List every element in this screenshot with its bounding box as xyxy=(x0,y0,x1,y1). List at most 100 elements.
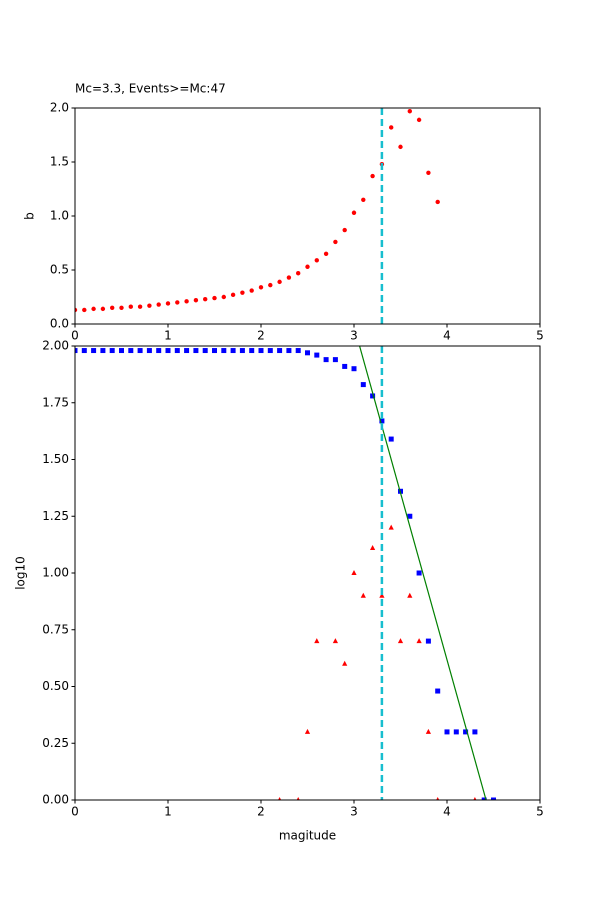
point xyxy=(314,638,320,644)
x-tick-label: 4 xyxy=(443,805,451,819)
y-tick-label: 1.5 xyxy=(50,155,69,169)
point xyxy=(100,306,106,312)
point xyxy=(230,292,236,298)
point xyxy=(75,307,78,313)
point xyxy=(286,275,292,280)
point xyxy=(109,348,115,354)
axes: 0 1 2 3 4 5 0.00 0.25 0.50 0.75 1.00 1.25 1.50 1.75 2.… xyxy=(14,339,544,843)
point xyxy=(435,688,441,694)
point xyxy=(304,728,311,734)
x-tick-label: 2 xyxy=(257,329,265,343)
point xyxy=(165,348,171,354)
point xyxy=(119,348,124,354)
y-tick-label: 0.0 xyxy=(50,317,69,331)
point xyxy=(295,348,301,354)
point xyxy=(361,197,366,202)
point xyxy=(81,348,87,354)
point xyxy=(472,729,478,735)
point xyxy=(481,797,487,800)
point xyxy=(268,282,273,288)
point xyxy=(175,300,180,305)
y-tick-label: 0.25 xyxy=(42,736,69,750)
point xyxy=(286,348,292,354)
point xyxy=(407,109,412,114)
point xyxy=(436,797,440,800)
point xyxy=(370,393,376,399)
point xyxy=(323,357,329,363)
point xyxy=(278,797,282,800)
point xyxy=(174,348,180,354)
y-tick-label: 1.50 xyxy=(42,452,69,466)
point xyxy=(379,418,385,424)
point xyxy=(91,348,97,354)
point xyxy=(305,264,310,269)
plot-area xyxy=(75,108,440,324)
y-tick-label: 1.00 xyxy=(42,566,69,580)
point xyxy=(342,227,347,233)
point xyxy=(435,199,440,205)
point xyxy=(165,301,171,306)
point xyxy=(416,638,422,644)
y-tick-label: 1.75 xyxy=(42,395,69,409)
point xyxy=(397,638,404,644)
point xyxy=(351,366,357,372)
point xyxy=(463,729,469,735)
point xyxy=(239,348,245,354)
point xyxy=(314,352,320,358)
point xyxy=(156,302,161,307)
point xyxy=(221,294,226,300)
point xyxy=(379,592,385,598)
point xyxy=(388,436,394,442)
x-tick-label: 5 xyxy=(536,805,544,819)
x-tick-label: 0 xyxy=(71,329,79,343)
fit-line xyxy=(359,346,487,800)
x-axis-label: magitude xyxy=(279,829,336,843)
point xyxy=(221,348,227,354)
x-tick-label: 3 xyxy=(350,329,358,343)
point xyxy=(370,173,375,179)
x-tick-label: 1 xyxy=(164,805,172,819)
chart-title: Mc=3.3, Events>=Mc:47 xyxy=(75,82,226,96)
point xyxy=(425,638,431,644)
point xyxy=(370,545,376,551)
point xyxy=(184,348,190,354)
point xyxy=(184,299,189,304)
point xyxy=(119,305,124,310)
y-tick-label: 0.5 xyxy=(50,263,69,277)
point xyxy=(296,271,301,276)
point xyxy=(212,295,217,301)
y-tick-label: 1.0 xyxy=(50,209,69,223)
point xyxy=(332,357,338,363)
point xyxy=(416,117,422,123)
y-tick-label: 0.75 xyxy=(42,622,69,636)
y-tick-label: 0.00 xyxy=(42,793,69,807)
point xyxy=(193,298,199,303)
plot-area xyxy=(75,346,496,800)
plot-background xyxy=(75,346,540,800)
point xyxy=(389,125,394,130)
point xyxy=(425,728,431,734)
x-tick-label: 2 xyxy=(257,805,265,819)
point xyxy=(193,348,199,354)
point xyxy=(128,304,133,309)
point xyxy=(147,303,152,308)
point xyxy=(491,797,496,800)
y-tick-label: 0.50 xyxy=(42,679,69,693)
point xyxy=(314,258,319,263)
point xyxy=(388,524,394,530)
point xyxy=(398,144,403,150)
x-tick-label: 4 xyxy=(443,329,451,343)
point xyxy=(267,348,273,354)
point xyxy=(342,363,348,369)
x-tick-label: 3 xyxy=(350,805,358,819)
point xyxy=(416,570,422,576)
point xyxy=(82,307,87,313)
point xyxy=(360,592,366,598)
point xyxy=(277,279,282,285)
point xyxy=(100,348,106,354)
point xyxy=(453,729,459,735)
x-tick-label: 0 xyxy=(71,805,79,819)
point xyxy=(212,348,217,354)
point xyxy=(342,660,348,666)
